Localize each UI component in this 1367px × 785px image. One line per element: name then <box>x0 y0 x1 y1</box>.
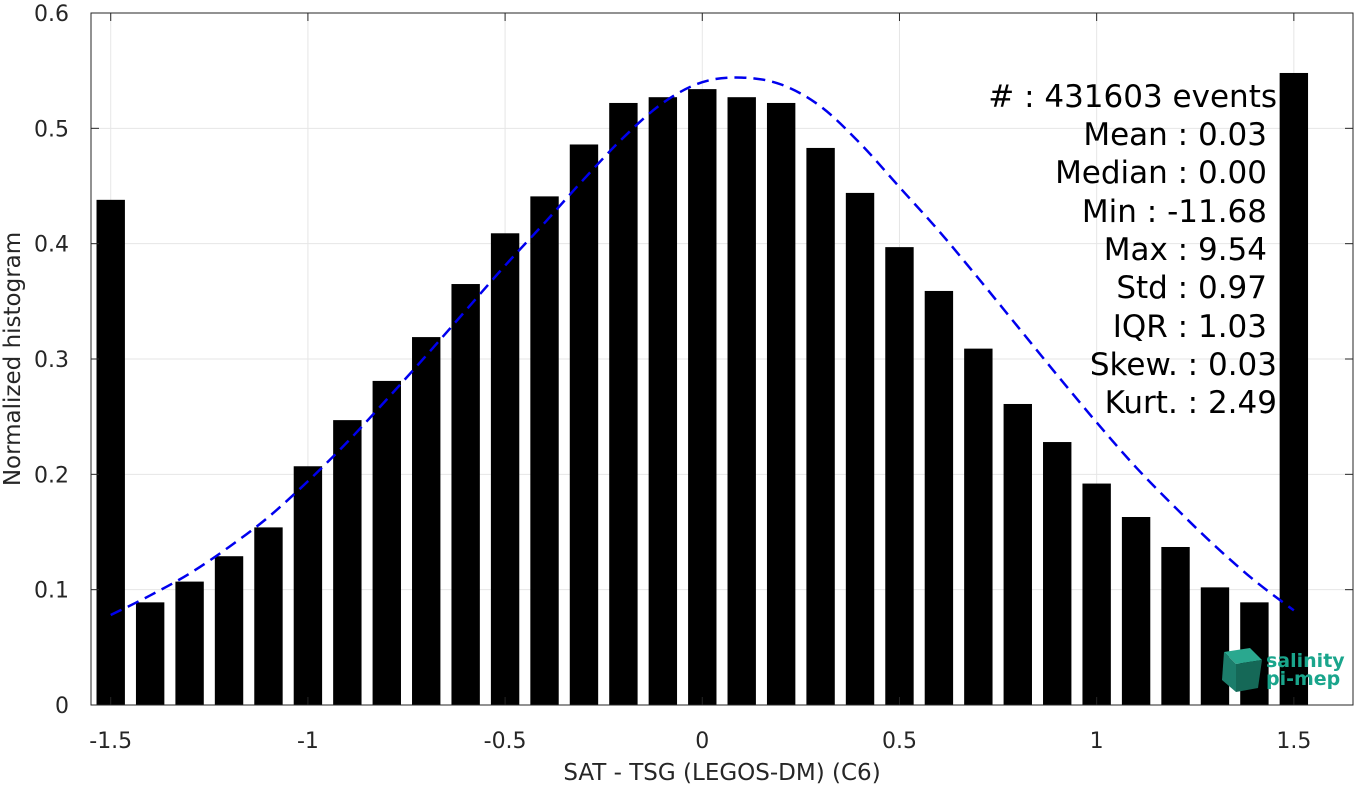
histogram-bar <box>924 290 954 705</box>
histogram-bar <box>1200 587 1230 705</box>
stat-events: # : 431603 events <box>988 79 1277 115</box>
histogram-bar <box>1161 546 1190 705</box>
y-tick-label: 0.4 <box>34 233 69 258</box>
histogram-bar <box>964 348 993 705</box>
y-axis: 0 0.1 0.2 0.3 0.4 0.5 0.6 <box>34 2 1353 719</box>
histogram-bar <box>135 602 165 705</box>
gaussian-fit-curve <box>110 76 1295 617</box>
x-tick-label: 0 <box>695 729 709 754</box>
x-tick-label: -0.5 <box>484 729 527 754</box>
histogram-bar <box>293 466 323 705</box>
bars <box>96 72 1309 706</box>
histogram-bar <box>727 97 756 705</box>
logo-line2: pi-mep <box>1266 668 1340 690</box>
histogram-bar <box>175 581 204 705</box>
histogram-bar <box>530 196 559 705</box>
histogram-bar <box>845 192 875 706</box>
histogram-bar <box>688 89 717 706</box>
histogram-bar <box>885 247 914 706</box>
histogram-bar <box>254 527 283 705</box>
histogram-bar <box>372 380 401 705</box>
y-tick-label: 0.6 <box>34 2 69 27</box>
histogram-bar <box>96 199 125 705</box>
x-tick-label: 0.5 <box>882 729 917 754</box>
stat-max: Max : 9.54 <box>1104 232 1267 268</box>
histogram-bar <box>609 102 638 705</box>
x-tick-label: 1 <box>1090 729 1104 754</box>
y-tick-label: 0.5 <box>34 117 69 142</box>
y-tick-label: 0.2 <box>34 463 69 488</box>
salinity-pi-mep-logo: salinity pi-mep <box>1222 648 1345 692</box>
histogram-bar <box>1121 517 1151 705</box>
x-tick-label: 1.5 <box>1276 729 1311 754</box>
histogram-bar <box>412 337 441 705</box>
stat-std: Std : 0.97 <box>1116 270 1267 306</box>
histogram-bar <box>214 556 244 705</box>
histogram-bar <box>451 284 480 705</box>
histogram-bar <box>1043 442 1072 705</box>
y-tick-label: 0.1 <box>34 579 69 604</box>
histogram-bar <box>806 147 835 705</box>
x-tick-label: -1 <box>297 729 319 754</box>
y-axis-title: Normalized histogram <box>0 232 26 486</box>
x-tick-label: -1.5 <box>89 729 132 754</box>
histogram-bar <box>1279 72 1309 706</box>
stat-mean: Mean : 0.03 <box>1083 117 1267 153</box>
stat-kurt: Kurt. : 2.49 <box>1105 385 1277 421</box>
histogram-bar <box>1003 403 1032 705</box>
histogram-bar <box>766 102 796 705</box>
histogram-bar <box>569 144 599 706</box>
statistics-box: # : 431603 events Mean : 0.03 Median : 0… <box>988 79 1277 421</box>
y-tick-label: 0 <box>55 694 69 719</box>
histogram-bar <box>1082 483 1111 705</box>
stat-min: Min : -11.68 <box>1082 194 1267 230</box>
cube-logo-icon <box>1222 648 1262 692</box>
x-axis: -1.5 -1 -0.5 0 0.5 1 1.5 <box>89 13 1311 754</box>
stat-median: Median : 0.00 <box>1055 155 1267 191</box>
histogram-bar <box>648 97 678 705</box>
stat-iqr: IQR : 1.03 <box>1113 309 1267 345</box>
histogram-bar <box>333 420 362 705</box>
histogram-bar <box>490 233 520 705</box>
y-tick-label: 0.3 <box>34 348 69 373</box>
stat-skew: Skew. : 0.03 <box>1090 347 1277 383</box>
logo-line1: salinity <box>1266 650 1345 672</box>
x-axis-title: SAT - TSG (LEGOS-DM) (C6) <box>563 760 880 785</box>
